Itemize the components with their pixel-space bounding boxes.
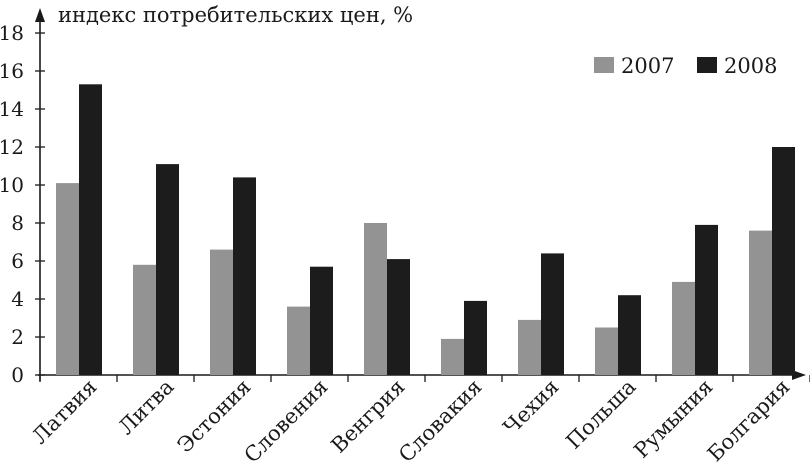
bar-2007-6 xyxy=(441,338,464,375)
y-tick-label: 2 xyxy=(11,325,24,349)
y-axis-arrow-icon xyxy=(35,8,45,22)
x-tick-label: Эстония xyxy=(173,375,256,458)
bar-2007-7 xyxy=(518,319,541,375)
legend-swatch-2008 xyxy=(697,57,717,73)
bar-2008-3 xyxy=(233,177,256,375)
bar-2007-2 xyxy=(133,264,156,375)
bar-2008-10 xyxy=(772,147,795,375)
bar-2007-5 xyxy=(364,223,387,375)
x-tick-label: Словения xyxy=(240,375,333,466)
x-tick-label: Латвия xyxy=(27,375,101,449)
x-tick-label: Словакия xyxy=(394,375,486,466)
y-tick-label: 14 xyxy=(0,97,24,121)
bar-2008-7 xyxy=(541,253,564,375)
y-tick-label: 16 xyxy=(0,59,24,83)
bar-2008-1 xyxy=(79,84,102,376)
y-axis-title: индекс потребительских цен, % xyxy=(58,3,413,27)
x-tick-label: Литва xyxy=(114,375,179,440)
tick-labels: 0 2 4 6 8 10 12 14 16 18 Латвия ЛитваЭстонияСловени… xyxy=(0,21,795,466)
bar-2008-2 xyxy=(156,164,179,375)
x-axis-arrow-icon xyxy=(792,370,806,380)
x-tick-label: Чехия xyxy=(499,375,564,440)
y-tick-label: 18 xyxy=(0,21,24,45)
x-tick-label: Болгария xyxy=(703,375,795,466)
y-tick-label: 10 xyxy=(0,173,24,197)
legend: 2007 2008 xyxy=(594,54,777,78)
bar-2007-1 xyxy=(56,183,79,375)
bar-2007-4 xyxy=(287,306,310,375)
y-tick-label: 6 xyxy=(11,249,24,273)
bar-2008-8 xyxy=(618,295,641,375)
bars xyxy=(56,84,795,376)
legend-label-2008: 2008 xyxy=(724,54,777,78)
bar-2008-6 xyxy=(464,300,487,375)
bar-2008-4 xyxy=(310,266,333,375)
y-tick-label: 12 xyxy=(0,135,24,159)
x-tick-label: Польша xyxy=(561,375,640,454)
y-tick-label: 8 xyxy=(11,211,24,235)
y-tick-label: 0 xyxy=(11,363,24,387)
x-tick-label: Венгрия xyxy=(326,375,409,458)
bar-2007-9 xyxy=(672,281,695,375)
y-tick-label: 4 xyxy=(11,287,24,311)
bar-2008-5 xyxy=(387,259,410,375)
bar-2007-3 xyxy=(210,249,233,375)
bar-2007-10 xyxy=(749,230,772,375)
legend-swatch-2007 xyxy=(594,57,614,73)
bar-2007-8 xyxy=(595,327,618,375)
legend-label-2007: 2007 xyxy=(621,54,674,78)
bar-2008-9 xyxy=(695,224,718,375)
